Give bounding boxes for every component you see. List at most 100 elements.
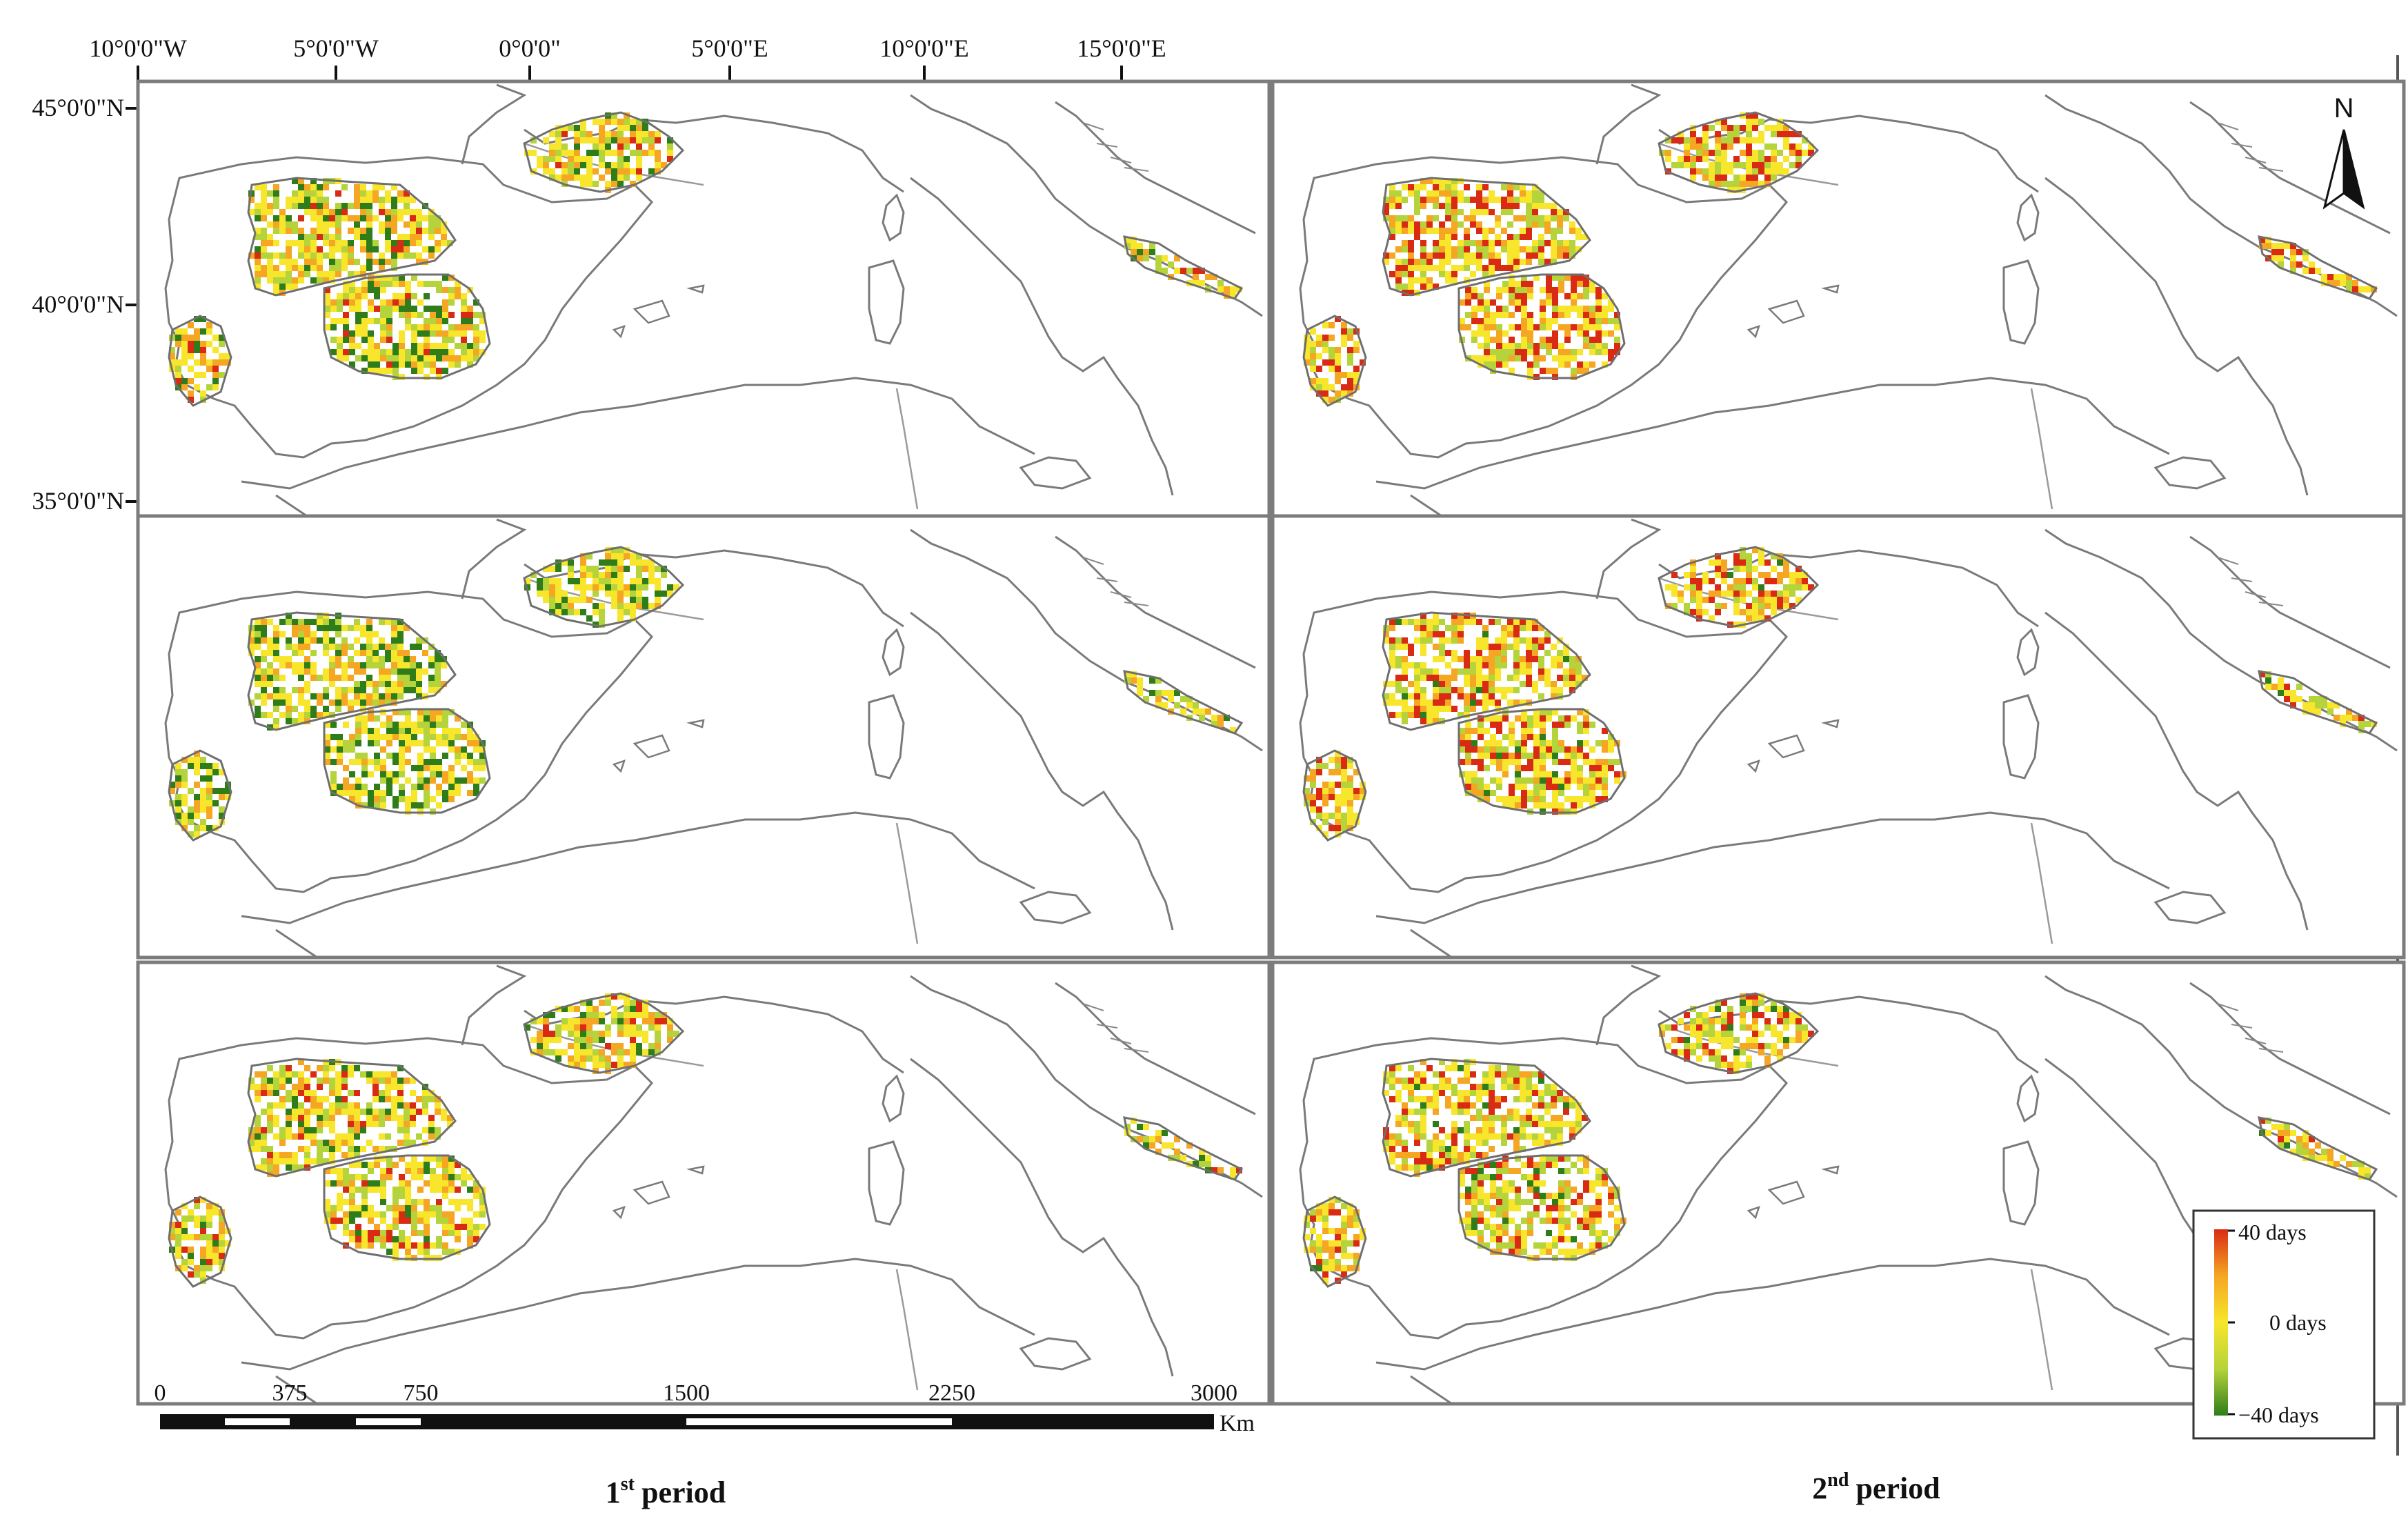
anomaly-cell <box>1532 1115 1538 1121</box>
anomaly-cell <box>1684 603 1690 609</box>
anomaly-cell <box>1577 753 1583 759</box>
anomaly-cell <box>1563 240 1569 246</box>
anomaly-cell <box>549 1037 555 1043</box>
anomaly-cell <box>1551 1115 1557 1121</box>
anomaly-cell <box>1564 1218 1571 1224</box>
anomaly-cell <box>1395 221 1402 228</box>
anomaly-cell <box>366 1102 372 1109</box>
anomaly-cell <box>1671 1049 1678 1055</box>
anomaly-cell <box>1439 693 1445 699</box>
anomaly-cell <box>1602 1230 1608 1236</box>
anomaly-cell <box>405 361 411 368</box>
anomaly-cell <box>1538 1078 1544 1084</box>
anomaly-cell <box>1383 1146 1389 1152</box>
anomaly-cell <box>292 1071 298 1078</box>
anomaly-cell <box>1484 330 1490 337</box>
anomaly-cell <box>330 1224 337 1230</box>
anomaly-cell <box>586 181 593 187</box>
anomaly-cell <box>368 1187 374 1193</box>
anomaly-cell <box>188 1216 194 1222</box>
anomaly-cell <box>1451 656 1457 662</box>
anomaly-cell <box>261 637 267 644</box>
anomaly-cell <box>343 337 349 343</box>
anomaly-cell <box>1457 265 1464 271</box>
anomaly-cell <box>212 1240 219 1247</box>
anomaly-cell <box>2296 261 2302 268</box>
anomaly-cell <box>194 1216 200 1222</box>
anomaly-cell <box>348 699 354 706</box>
anomaly-cell <box>1395 1152 1402 1158</box>
anomaly-cell <box>1335 1259 1341 1265</box>
anomaly-cell <box>298 246 304 252</box>
anomaly-cell <box>473 759 479 765</box>
anomaly-cell <box>436 281 442 287</box>
anomaly-cell <box>1464 1090 1470 1096</box>
anomaly-cell <box>1575 1127 1582 1133</box>
anomaly-cell <box>349 771 355 777</box>
anomaly-cell <box>424 1180 430 1187</box>
anomaly-cell <box>366 1140 372 1146</box>
anomaly-cell <box>1131 237 1137 243</box>
anomaly-cell <box>261 619 267 625</box>
anomaly-cell <box>348 656 354 662</box>
anomaly-cell <box>1420 1096 1426 1102</box>
anomaly-cell <box>1589 337 1595 343</box>
anomaly-cell <box>611 993 617 1000</box>
anomaly-cell <box>391 240 397 246</box>
anomaly-cell <box>304 240 310 246</box>
anomaly-cell <box>636 168 642 175</box>
anomaly-cell <box>399 1218 405 1224</box>
anomaly-cell <box>605 584 611 591</box>
anomaly-cell <box>200 1228 206 1234</box>
anomaly-cell <box>310 197 317 203</box>
anomaly-cell <box>1347 328 1353 335</box>
anomaly-cell <box>323 1146 329 1152</box>
anomaly-cell <box>1709 150 1715 156</box>
anomaly-cell <box>1230 286 1236 292</box>
anomaly-cell <box>636 1024 642 1031</box>
anomaly-cell <box>1471 1230 1477 1236</box>
anomaly-cell <box>436 1236 442 1242</box>
anomaly-cell <box>1527 1180 1533 1187</box>
anomaly-cell <box>1546 1193 1552 1199</box>
anomaly-cell <box>617 1049 624 1055</box>
anomaly-cell <box>448 784 455 790</box>
anomaly-cell <box>1571 299 1577 306</box>
anomaly-cell <box>1521 746 1527 753</box>
anomaly-cell <box>366 221 372 228</box>
anomaly-cell <box>366 259 372 265</box>
anomaly-cell <box>368 281 374 287</box>
anomaly-cell <box>1715 143 1721 150</box>
anomaly-cell <box>317 1102 323 1109</box>
anomaly-cell <box>417 765 424 771</box>
anomaly-cell <box>335 631 341 637</box>
anomaly-cell <box>304 203 310 209</box>
lon-tick-label: 10°0'0"E <box>879 34 969 62</box>
anomaly-cell <box>267 203 273 209</box>
anomaly-cell <box>273 252 279 259</box>
anomaly-cell <box>1476 619 1482 625</box>
anomaly-cell <box>335 1146 341 1152</box>
anomaly-cell <box>1496 349 1502 355</box>
anomaly-cell <box>1783 125 1789 131</box>
anomaly-cell <box>1557 228 1563 234</box>
anomaly-cell <box>1457 1127 1464 1133</box>
anomaly-cell <box>2352 286 2358 292</box>
anomaly-cell <box>286 277 292 284</box>
anomaly-cell <box>1544 675 1551 681</box>
anomaly-cell <box>1433 625 1439 631</box>
anomaly-cell <box>1335 378 1341 384</box>
anomaly-cell <box>436 1180 442 1187</box>
anomaly-cell <box>430 312 436 318</box>
anomaly-cell <box>2284 684 2290 690</box>
anomaly-cell <box>417 330 424 337</box>
anomaly-cell <box>380 802 386 808</box>
anomaly-cell <box>1395 681 1402 687</box>
anomaly-cell <box>1571 765 1577 771</box>
anomaly-cell <box>1322 322 1329 328</box>
anomaly-cell <box>1402 265 1408 271</box>
anomaly-cell <box>1740 125 1746 131</box>
anomaly-cell <box>1439 240 1445 246</box>
anomaly-cell <box>1426 712 1433 718</box>
anomaly-cell <box>1551 215 1557 221</box>
